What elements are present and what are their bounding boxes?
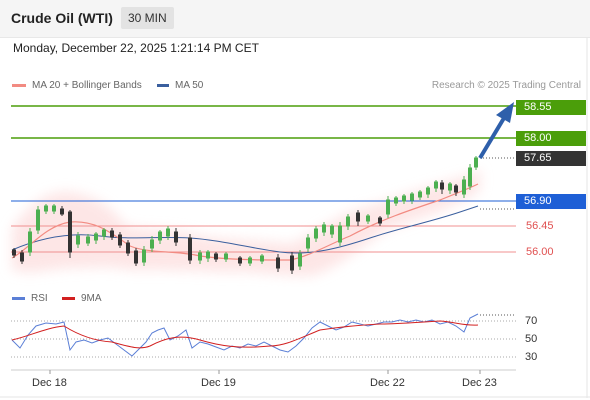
candles: [12, 156, 478, 274]
ma20-swatch: [12, 84, 26, 87]
x-tick-dec18: Dec 18: [32, 377, 67, 389]
level-label-56-45: 56.45: [526, 220, 554, 232]
rsi-level-50: 50: [525, 333, 538, 345]
level-label-56-90: 56.90: [516, 194, 586, 209]
rsi-line: [11, 313, 479, 357]
ma50-label: MA 50: [175, 80, 204, 91]
last-price-label: 57.65: [516, 151, 586, 166]
projection-arrow-head: [496, 102, 514, 123]
rsi-swatch: [12, 297, 25, 300]
rsi-ma-swatch: [62, 297, 75, 300]
instrument-title: Crude Oil (WTI): [11, 10, 113, 26]
legend-rsi: RSI: [12, 293, 48, 304]
rsi-level-30: 30: [525, 351, 538, 363]
x-tick-dec19: Dec 19: [201, 377, 236, 389]
ma20-label: MA 20 + Bollinger Bands: [32, 80, 142, 91]
legend-rsi-ma: 9MA: [62, 293, 102, 304]
level-label-58-55: 58.55: [516, 100, 586, 115]
level-label-56-00: 56.00: [526, 246, 554, 258]
rsi-level-70: 70: [525, 315, 538, 327]
credit-text: Research © 2025 Trading Central: [431, 80, 581, 91]
rsi-ma-line: [11, 320, 479, 349]
ma50-line: [11, 205, 479, 254]
rsi-label: RSI: [31, 293, 48, 304]
ma50-swatch: [157, 84, 169, 87]
x-tick-dec23: Dec 23: [462, 377, 497, 389]
x-tick-dec22: Dec 22: [370, 377, 405, 389]
projection-arrow: [478, 116, 506, 160]
level-label-58-00: 58.00: [516, 131, 586, 146]
timeframe-button[interactable]: 30 MIN: [121, 7, 174, 29]
timestamp: Monday, December 22, 2025 1:21:14 PM CET: [13, 41, 259, 55]
legend-ma50: MA 50: [157, 80, 203, 91]
rsi-ma-label: 9MA: [81, 293, 102, 304]
legend-ma20: MA 20 + Bollinger Bands: [12, 80, 142, 91]
header-bar: Crude Oil (WTI) 30 MIN: [0, 0, 590, 38]
ma20-line: [11, 183, 479, 261]
